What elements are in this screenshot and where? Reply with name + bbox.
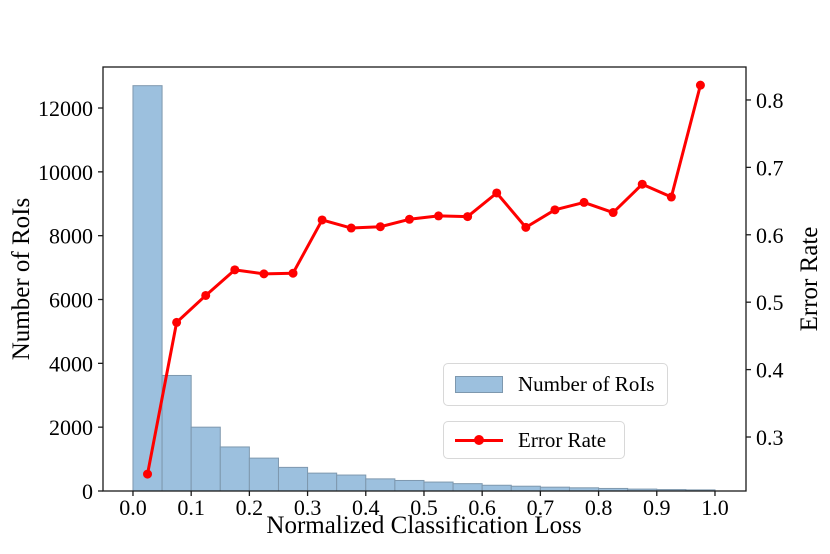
x-tick-label: 0.5: [410, 495, 438, 520]
y-left-tick-label: 6000: [49, 288, 93, 313]
y-right-tick-label: 0.5: [756, 290, 784, 315]
y-left-tick-label: 10000: [38, 160, 93, 185]
error-rate-marker: [375, 222, 385, 232]
error-rate-marker: [463, 212, 473, 222]
x-tick-label: 0.0: [119, 495, 147, 520]
x-tick-label: 0.3: [294, 495, 322, 520]
y-axis-label-left: Number of RoIs: [8, 197, 35, 361]
x-axis-label: Normalized Classification Loss: [266, 512, 582, 539]
error-rate-marker: [550, 205, 560, 215]
legend-number-of-rois: Number of RoIs: [443, 363, 668, 406]
error-rate-marker: [579, 197, 589, 207]
error-rate-marker: [143, 469, 153, 479]
error-rate-marker: [172, 317, 182, 327]
legend-line-swatch: [455, 432, 503, 449]
legend-line-dot: [474, 435, 484, 445]
error-rate-marker: [695, 80, 705, 90]
y-right-tick-label: 0.8: [756, 88, 784, 113]
error-rate-marker: [230, 265, 240, 275]
x-tick-label: 0.8: [585, 495, 613, 520]
y-left-tick-label: 8000: [49, 224, 93, 249]
error-rate-marker: [492, 188, 502, 198]
error-rate-marker: [666, 192, 676, 202]
error-rate-marker: [608, 208, 618, 218]
y-left-tick-label: 12000: [38, 96, 93, 121]
y-right-tick-label: 0.7: [756, 155, 784, 180]
y-left-tick-label: 0: [82, 479, 93, 504]
histogram-bar: [190, 426, 221, 492]
histogram-bar: [394, 479, 425, 492]
x-tick-label: 0.1: [177, 495, 205, 520]
y-right-tick-label: 0.4: [756, 358, 784, 383]
legend-bar-swatch: [455, 376, 503, 393]
error-rate-marker: [288, 268, 298, 278]
x-tick-label: 0.9: [643, 495, 671, 520]
histogram-bar: [336, 474, 367, 492]
error-rate-line: [146, 84, 702, 475]
y-axis-label-right: Error Rate: [796, 226, 823, 332]
x-tick-label: 1.0: [701, 495, 729, 520]
error-rate-marker: [317, 215, 327, 225]
histogram-bar: [219, 446, 250, 492]
error-rate-marker: [259, 269, 269, 279]
histogram-bar: [510, 485, 541, 492]
error-rate-marker: [637, 179, 647, 189]
x-tick-label: 0.6: [468, 495, 496, 520]
error-rate-marker: [434, 211, 444, 221]
error-rate-marker: [346, 223, 356, 233]
error-rate-marker: [521, 222, 531, 232]
y-right-tick-label: 0.6: [756, 223, 784, 248]
histogram-bar: [277, 466, 309, 492]
x-tick-label: 0.4: [352, 495, 380, 520]
y-right-tick-label: 0.3: [756, 425, 784, 450]
histogram-bar: [132, 85, 163, 492]
histogram-bar: [452, 483, 483, 492]
x-tick-label: 0.7: [527, 495, 555, 520]
histogram-bar: [423, 481, 454, 492]
histogram-bar: [481, 484, 512, 492]
histogram-bar: [307, 472, 338, 492]
error-rate-marker: [201, 290, 211, 300]
y-left-tick-label: 4000: [49, 351, 93, 376]
legend-line-label: Error Rate: [518, 427, 607, 452]
histogram-bar: [365, 478, 396, 492]
histogram-bar: [161, 374, 192, 492]
error-rate-marker: [404, 214, 414, 224]
y-left-tick-label: 2000: [49, 415, 93, 440]
histogram-bar: [248, 457, 279, 492]
legend-error-rate: Error Rate: [443, 421, 625, 459]
legend-hist-label: Number of RoIs: [518, 372, 655, 396]
x-tick-label: 0.2: [236, 495, 264, 520]
